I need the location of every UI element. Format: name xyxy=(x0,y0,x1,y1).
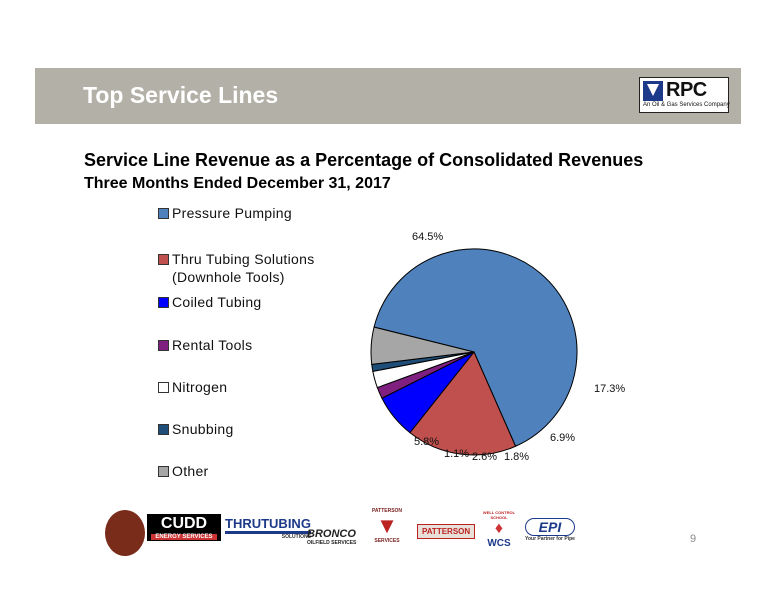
footer-logo-cudd: CUDD ENERGY SERVICES xyxy=(147,514,221,541)
legend-label: Nitrogen xyxy=(172,379,228,395)
epi-sub: Your Partner for Pipe xyxy=(525,536,575,542)
thrutubing-text: THRUTUBING xyxy=(225,516,311,534)
pie-labels: 64.5% 17.3% 6.9% 1.8% 2.6%1.1% 5.8% xyxy=(412,231,625,463)
footer-logo-epi: EPI Your Partner for Pipe xyxy=(525,518,575,542)
legend-swatch xyxy=(158,254,169,265)
legend-label: Pressure Pumping xyxy=(172,205,292,221)
epi-text: EPI xyxy=(525,518,575,536)
bronco-text: BRONCO xyxy=(307,528,356,540)
footer-logo-thrutubing: THRUTUBING SOLUTIONS xyxy=(225,516,311,540)
rpc-v-icon xyxy=(643,81,663,101)
chart-period: Three Months Ended December 31, 2017 xyxy=(84,175,391,192)
bronco-sub: OILFIELD SERVICES xyxy=(307,540,357,546)
rpc-logo: RPC An Oil & Gas Services Company xyxy=(639,77,730,113)
footer-logos: CUDD ENERGY SERVICES THRUTUBING SOLUTION… xyxy=(105,508,575,560)
pie-label-coiled-tubing: 6.9% xyxy=(550,432,575,444)
patterson-text: PATTERSON xyxy=(422,527,471,536)
pie-slice-other xyxy=(370,326,475,365)
wcs-text: WCS xyxy=(487,538,511,549)
legend-swatch xyxy=(158,382,169,393)
pie-label-other: 5.8% xyxy=(414,436,439,448)
cudd-text: CUDD xyxy=(160,515,208,532)
legend-label: Rental Tools xyxy=(172,337,253,353)
footer-logo-bronco: BRONCO OILFIELD SERVICES xyxy=(307,528,356,546)
legend-swatch xyxy=(158,297,169,308)
pie-chart: 64.5% 17.3% 6.9% 1.8% 2.6%1.1% 5.8% xyxy=(370,231,625,463)
logo-text: RPC xyxy=(666,79,707,101)
thrutubing-sub: SOLUTIONS xyxy=(281,534,311,540)
patterson-emblem-sub: SERVICES xyxy=(374,538,400,544)
page-title: Top Service Lines xyxy=(83,82,279,108)
logo-tagline: An Oil & Gas Services Company xyxy=(643,102,730,108)
legend-label: Coiled Tubing xyxy=(172,294,262,310)
pie-label-pressure-pumping: 64.5% xyxy=(412,231,443,243)
footer-logo-emblem xyxy=(105,510,145,556)
pie-slice-pressure-pumping xyxy=(373,248,578,447)
legend-swatch xyxy=(158,424,169,435)
cudd-sub: ENERGY SERVICES xyxy=(151,534,217,540)
header-bar: Top Service Lines RPC An Oil & Gas Servi… xyxy=(35,68,741,124)
pie-label-snubbing: 1.1% xyxy=(444,448,469,460)
legend-swatch xyxy=(158,340,169,351)
pie-label-nitrogen: 2.6% xyxy=(472,451,497,463)
pie-label-thru-tubing-solutions-downhole-tools: 17.3% xyxy=(594,383,625,395)
pie-slices xyxy=(370,248,578,456)
pie-label-rental-tools: 1.8% xyxy=(504,451,529,463)
legend-label-line2: (Downhole Tools) xyxy=(172,269,285,285)
legend-swatch xyxy=(158,466,169,477)
legend-label: Thru Tubing Solutions xyxy=(172,251,315,267)
patterson-emblem-text: PATTERSON xyxy=(371,508,403,514)
wcs-flame-icon: ♦ xyxy=(494,520,504,537)
legend-swatch xyxy=(158,208,169,219)
wcs-sub: WELL CONTROL SCHOOL xyxy=(482,510,516,520)
page-number: 9 xyxy=(690,533,697,545)
footer-logo-patterson-emblem: PATTERSON ▼ SERVICES xyxy=(367,508,407,558)
legend-label: Other xyxy=(172,463,209,479)
pie-slice-thru-tubing-solutions-downhole-tools xyxy=(409,351,517,456)
patterson-star-icon: ▼ xyxy=(376,513,398,538)
chart-subtitle: Service Line Revenue as a Percentage of … xyxy=(84,150,644,170)
footer-logo-wcs: WELL CONTROL SCHOOL ♦ WCS xyxy=(479,510,519,549)
footer-logo-patterson: PATTERSON xyxy=(417,524,476,539)
legend-label: Snubbing xyxy=(172,421,234,437)
